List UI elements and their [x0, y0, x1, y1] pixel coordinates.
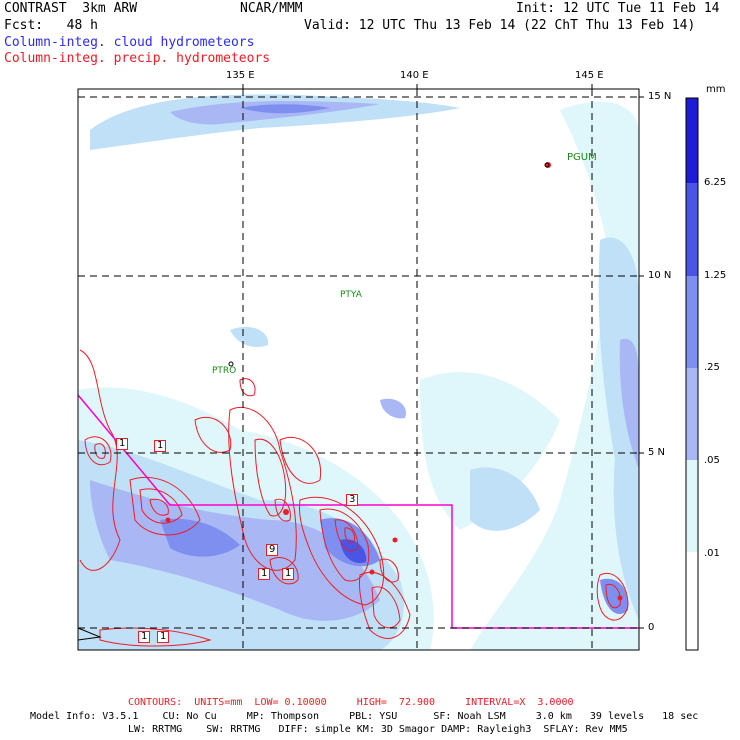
model-info: Model Info: V3.5.1 CU: No Cu MP: Thompso…: [30, 711, 699, 722]
station-ptya: PTYA: [340, 290, 362, 300]
station-pgum: PGUM: [567, 152, 597, 163]
colorbar-level: 6.25: [704, 177, 727, 188]
colorbar-level: .01: [704, 548, 720, 559]
lat-lon-grid: [78, 89, 639, 650]
lat-label-15n: 15 N: [648, 91, 672, 102]
contour-label: 9: [266, 544, 279, 556]
model-title: CONTRAST 3km ARW: [4, 1, 138, 16]
init-time: Init: 12 UTC Tue 11 Feb 14: [516, 1, 720, 16]
contours-info: CONTOURS: UNITS=mm LOW= 0.10000 HIGH= 72…: [128, 697, 574, 708]
field2-legend: Column-integ. precip. hydrometeors: [4, 51, 271, 66]
organization: NCAR/MMM: [240, 1, 303, 16]
color-bar: [685, 97, 699, 651]
coastline: [77, 162, 550, 641]
colorbar-unit: mm: [706, 84, 726, 95]
contour-label: 1: [258, 568, 271, 580]
lon-label-140: 140 E: [400, 70, 429, 81]
valid-time: Valid: 12 UTC Thu 13 Feb 14 (22 ChT Thu …: [304, 18, 696, 33]
axis-ticks: [242, 84, 644, 629]
colorbar-level: .25: [704, 362, 720, 373]
colorbar-level: .05: [704, 455, 720, 466]
station-ptro: PTRO: [212, 366, 237, 376]
forecast-hour: Fcst: 48 h: [4, 18, 98, 33]
lat-label-10n: 10 N: [648, 270, 672, 281]
contour-label: 3: [346, 494, 359, 506]
lon-label-135: 135 E: [226, 70, 255, 81]
map-border: [77, 88, 640, 651]
field1-legend: Column-integ. cloud hydrometeors: [4, 35, 255, 50]
lon-label-145: 145 E: [575, 70, 604, 81]
contour-label: 1: [157, 631, 170, 643]
precip-contour-layer: [79, 349, 629, 647]
contour-label: 1: [138, 631, 151, 643]
colorbar-level: 1.25: [704, 270, 727, 281]
contour-label: 1: [116, 438, 129, 450]
lat-label-0: 0: [648, 622, 655, 633]
contour-label: 1: [282, 568, 295, 580]
contour-label: 1: [154, 440, 167, 452]
lat-label-5n: 5 N: [648, 447, 666, 458]
physics-info: LW: RRTMG SW: RRTMG DIFF: simple KM: 3D …: [128, 724, 628, 735]
